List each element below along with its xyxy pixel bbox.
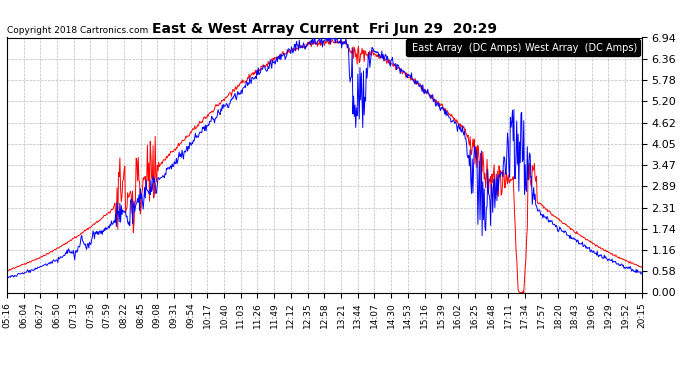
Legend: East Array  (DC Amps), West Array  (DC Amps): East Array (DC Amps), West Array (DC Amp… xyxy=(406,39,640,56)
Title: East & West Array Current  Fri Jun 29  20:29: East & West Array Current Fri Jun 29 20:… xyxy=(152,22,497,36)
Text: Copyright 2018 Cartronics.com: Copyright 2018 Cartronics.com xyxy=(7,26,148,35)
